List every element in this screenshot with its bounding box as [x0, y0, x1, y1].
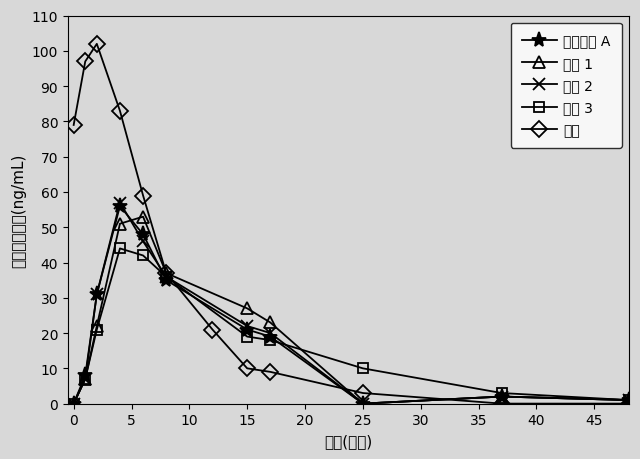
Y-axis label: オキシコドン(ng/mL): オキシコドン(ng/mL): [11, 153, 26, 267]
X-axis label: 時間(時間): 時間(時間): [324, 433, 372, 448]
溶液: [243, 366, 251, 371]
製剤 1: [266, 320, 274, 325]
参照製剤 A: [163, 278, 170, 283]
製剤 3: [81, 376, 89, 382]
製剤 3: [625, 397, 633, 403]
製剤 1: [81, 376, 89, 382]
製剤 3: [163, 274, 170, 280]
製剤 2: [498, 394, 506, 399]
Legend: 参照製剤 A, 製剤 1, 製剤 2, 製剤 3, 溶液: 参照製剤 A, 製剤 1, 製剤 2, 製剤 3, 溶液: [511, 23, 622, 149]
製剤 2: [93, 292, 100, 297]
製剤 1: [116, 222, 124, 227]
製剤 1: [93, 324, 100, 329]
製剤 3: [140, 253, 147, 259]
参照製剤 A: [498, 394, 506, 399]
参照製剤 A: [93, 292, 100, 297]
溶液: [498, 401, 506, 407]
製剤 2: [116, 201, 124, 206]
Line: 溶液: 溶液: [68, 39, 634, 409]
製剤 1: [163, 271, 170, 276]
溶液: [93, 42, 100, 47]
Line: 参照製剤 A: 参照製剤 A: [66, 199, 637, 411]
参照製剤 A: [625, 397, 633, 403]
製剤 1: [140, 214, 147, 220]
参照製剤 A: [116, 204, 124, 209]
参照製剤 A: [140, 232, 147, 238]
Line: 製剤 1: 製剤 1: [68, 212, 634, 409]
参照製剤 A: [359, 401, 367, 407]
製剤 2: [359, 401, 367, 407]
製剤 2: [266, 330, 274, 336]
溶液: [116, 109, 124, 114]
製剤 1: [625, 397, 633, 403]
製剤 3: [116, 246, 124, 252]
製剤 2: [243, 324, 251, 329]
製剤 3: [359, 366, 367, 371]
溶液: [140, 193, 147, 199]
製剤 3: [70, 401, 77, 407]
製剤 1: [70, 401, 77, 407]
製剤 2: [163, 274, 170, 280]
Line: 製剤 2: 製剤 2: [67, 197, 635, 410]
製剤 3: [266, 338, 274, 343]
製剤 3: [243, 334, 251, 340]
参照製剤 A: [243, 327, 251, 333]
製剤 2: [140, 239, 147, 245]
製剤 2: [81, 376, 89, 382]
参照製剤 A: [70, 401, 77, 407]
溶液: [81, 60, 89, 65]
参照製剤 A: [266, 334, 274, 340]
製剤 2: [70, 401, 77, 407]
溶液: [625, 401, 633, 407]
製剤 2: [625, 397, 633, 403]
溶液: [70, 123, 77, 129]
溶液: [359, 391, 367, 396]
製剤 1: [498, 394, 506, 399]
Line: 製剤 3: 製剤 3: [69, 244, 634, 409]
溶液: [163, 271, 170, 276]
製剤 3: [498, 391, 506, 396]
製剤 1: [243, 306, 251, 312]
溶液: [209, 327, 216, 333]
製剤 1: [359, 401, 367, 407]
参照製剤 A: [81, 373, 89, 378]
製剤 3: [93, 327, 100, 333]
溶液: [266, 369, 274, 375]
